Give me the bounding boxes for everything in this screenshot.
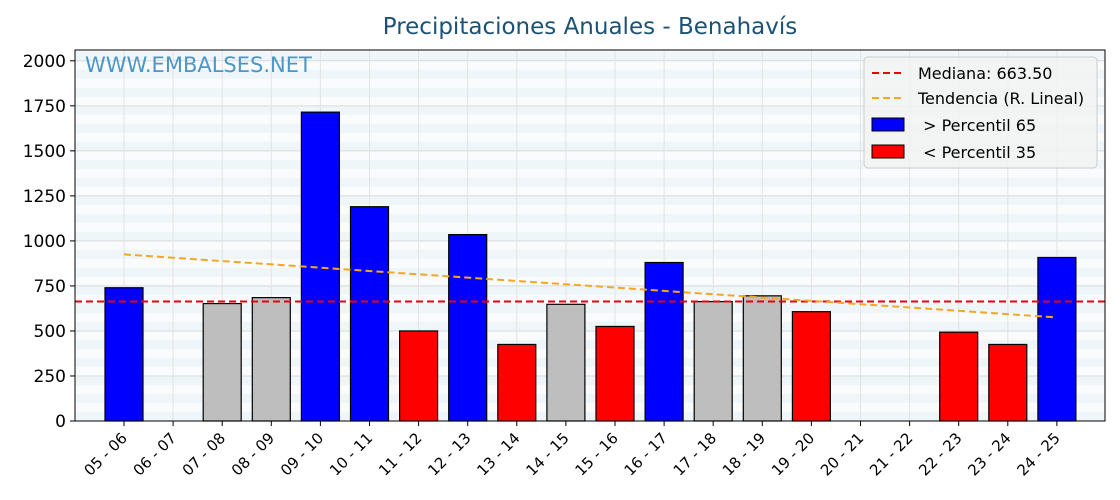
bar-22-23 — [939, 331, 979, 422]
x-tick-label: 10 - 11 — [326, 429, 376, 479]
background-band — [75, 411, 1105, 421]
background-band — [75, 249, 1105, 259]
plot-frame — [74, 49, 1106, 422]
bar-23-24 — [988, 343, 1028, 422]
x-tick-label: 23 - 24 — [964, 429, 1014, 479]
x-tick-label: 16 - 17 — [621, 429, 671, 479]
background-band — [75, 303, 1105, 313]
bar-24-25 — [1037, 256, 1077, 422]
x-tick-label: 19 - 20 — [768, 429, 818, 479]
bar-10-11 — [349, 206, 390, 422]
y-tick-label: 750 — [34, 277, 66, 297]
x-tick-label: 20 - 21 — [817, 429, 867, 479]
y-tick-label: 1250 — [23, 187, 66, 207]
y-tick-label: 250 — [34, 367, 66, 387]
legend-high-label: > Percentil 65 — [918, 116, 1036, 135]
background-band — [75, 285, 1105, 295]
x-tick-label: 22 - 23 — [915, 429, 965, 479]
x-tick-label: 17 - 18 — [670, 429, 720, 479]
legend-low-swatch — [871, 144, 905, 159]
x-tick-label: 18 - 19 — [719, 429, 769, 479]
background-band — [75, 159, 1105, 169]
y-axis-ticks: 0 250 500 750 1000 1250 1500 1750 2000 — [23, 52, 75, 432]
watermark-text: WWW.EMBALSES.NET — [85, 53, 312, 77]
bar-07-08 — [202, 302, 242, 422]
x-tick-label: 06 - 07 — [130, 429, 180, 479]
legend-box — [863, 56, 1098, 169]
bar-05-06 — [104, 287, 144, 422]
background-band — [75, 213, 1105, 223]
background-band — [75, 339, 1105, 349]
x-tick-label: 05 - 06 — [81, 429, 131, 479]
bars — [104, 111, 1077, 422]
x-tick-label: 09 - 10 — [277, 429, 327, 479]
x-tick-label: 14 - 15 — [522, 429, 572, 479]
y-tick-label: 1500 — [23, 142, 66, 162]
y-tick-label: 2000 — [23, 52, 66, 72]
background-band — [75, 231, 1105, 241]
bar-15-16 — [595, 325, 635, 422]
bar-16-17 — [644, 261, 684, 422]
x-tick-label: 24 - 25 — [1013, 429, 1063, 479]
background-band — [75, 105, 1105, 115]
background-band — [75, 195, 1105, 205]
background-band — [75, 267, 1105, 277]
x-tick-label: 12 - 13 — [424, 429, 474, 479]
background-band — [75, 177, 1105, 187]
bar-17-18 — [693, 300, 733, 422]
x-tick-label: 21 - 22 — [866, 429, 916, 479]
background-band — [75, 51, 1105, 61]
background-band — [75, 69, 1105, 79]
background-band — [75, 141, 1105, 151]
y-tick-label: 1000 — [23, 232, 66, 252]
bar-13-14 — [497, 343, 537, 422]
background-band — [75, 357, 1105, 367]
background-band — [75, 375, 1105, 385]
x-tick-label: 15 - 16 — [572, 429, 622, 479]
background-band — [75, 123, 1105, 133]
bar-11-12 — [399, 330, 439, 422]
y-tick-label: 1750 — [23, 97, 66, 117]
x-tick-label: 13 - 14 — [473, 429, 523, 479]
x-tick-label: 08 - 09 — [228, 429, 278, 479]
bar-09-10 — [300, 111, 340, 422]
bar-08-09 — [251, 297, 291, 422]
bar-12-13 — [448, 233, 488, 422]
legend-median-label: Mediana: 663.50 — [918, 64, 1052, 83]
reference-lines — [75, 253, 1105, 319]
legend-high-swatch — [871, 117, 905, 132]
bar-14-15 — [546, 303, 586, 422]
bar-19-20 — [791, 311, 832, 422]
trend-line — [123, 253, 1057, 319]
background-band — [75, 87, 1105, 97]
legend: Mediana: 663.50 Tendencia (R. Lineal) > … — [863, 56, 1098, 169]
y-tick-label: 0 — [55, 412, 66, 432]
chart-title: Precipitaciones Anuales - Benahavís — [383, 14, 798, 40]
legend-low-label: < Percentil 35 — [918, 143, 1036, 162]
y-tick-label: 500 — [34, 322, 66, 342]
background-band — [75, 393, 1105, 403]
x-tick-label: 07 - 08 — [179, 429, 229, 479]
x-tick-label: 11 - 12 — [375, 429, 425, 479]
legend-trend-label: Tendencia (R. Lineal) — [917, 89, 1084, 108]
background-band — [75, 321, 1105, 331]
bar-18-19 — [742, 295, 782, 422]
